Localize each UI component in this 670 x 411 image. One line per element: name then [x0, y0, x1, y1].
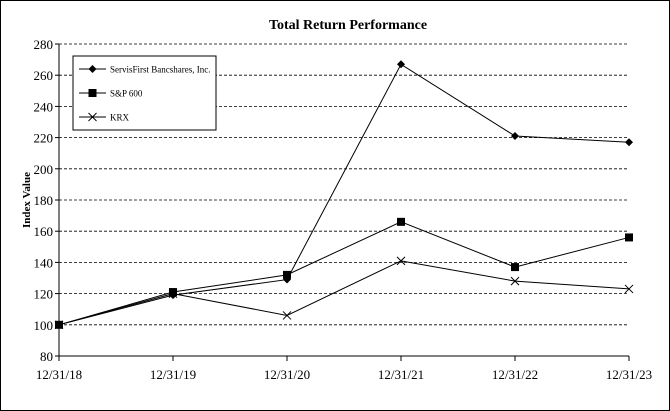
- y-tick-label: 280: [34, 37, 54, 52]
- y-tick-label: 220: [34, 131, 54, 146]
- data-point-x: [88, 112, 97, 122]
- y-tick-labels: 80 100 120 140 160 180 200 220 240 260 280: [34, 37, 59, 364]
- data-point-square: [625, 233, 633, 242]
- x-tick-labels: 12/31/18 12/31/19 12/31/20 12/31/21 12/31/22…: [36, 356, 652, 382]
- data-point-diamond: [397, 60, 405, 69]
- data-point-x: [168, 289, 178, 298]
- legend-item: S&P 600: [79, 89, 143, 99]
- y-tick-label: 200: [34, 162, 54, 177]
- x-tick-label: 12/31/21: [378, 367, 424, 382]
- x-tick-label: 12/31/18: [36, 367, 82, 382]
- x-tick-label: 12/31/22: [492, 367, 538, 382]
- data-point-diamond: [88, 65, 97, 73]
- data-point-square: [283, 270, 291, 279]
- legend-label: S&P 600: [110, 89, 143, 99]
- data-point-square: [511, 263, 519, 272]
- y-tick-label: 160: [34, 224, 54, 239]
- data-point-x: [54, 320, 64, 330]
- y-axis-label: Index Value: [21, 172, 33, 228]
- x-tick-label: 12/31/23: [606, 367, 652, 382]
- x-tick-label: 12/31/20: [264, 367, 310, 382]
- y-tick-label: 180: [34, 193, 54, 208]
- series-line: [58, 63, 630, 326]
- chart-title: Total Return Performance: [269, 18, 427, 33]
- data-point-x: [510, 276, 520, 286]
- y-tick-label: 240: [34, 99, 54, 114]
- data-point-x: [624, 284, 634, 294]
- series-line: [58, 260, 630, 326]
- legend-item: KRX: [79, 113, 130, 123]
- data-point-square: [397, 217, 405, 226]
- series-lines: [54, 60, 634, 330]
- data-point-diamond: [511, 132, 519, 141]
- series-1: [55, 217, 633, 329]
- legend-label: ServisFirst Bancshares, Inc.: [110, 65, 210, 75]
- y-tick-label: 260: [34, 68, 54, 83]
- x-tick-label: 12/31/19: [150, 367, 196, 382]
- y-tick-label: 120: [34, 287, 54, 302]
- legend-item: ServisFirst Bancshares, Inc.: [79, 65, 210, 75]
- y-tick-label: 80: [40, 349, 53, 364]
- series-line: [58, 221, 630, 326]
- legend: ServisFirst Bancshares, Inc. S&P 600 KRX: [72, 55, 217, 131]
- data-point-square: [88, 89, 97, 97]
- data-point-x: [282, 311, 292, 320]
- data-point-x: [396, 256, 406, 266]
- data-point-square: [169, 288, 177, 297]
- legend-label: KRX: [110, 113, 130, 123]
- series-2: [54, 256, 634, 330]
- y-tick-label: 100: [34, 318, 54, 333]
- data-point-diamond: [625, 138, 633, 147]
- y-tick-label: 140: [34, 255, 54, 270]
